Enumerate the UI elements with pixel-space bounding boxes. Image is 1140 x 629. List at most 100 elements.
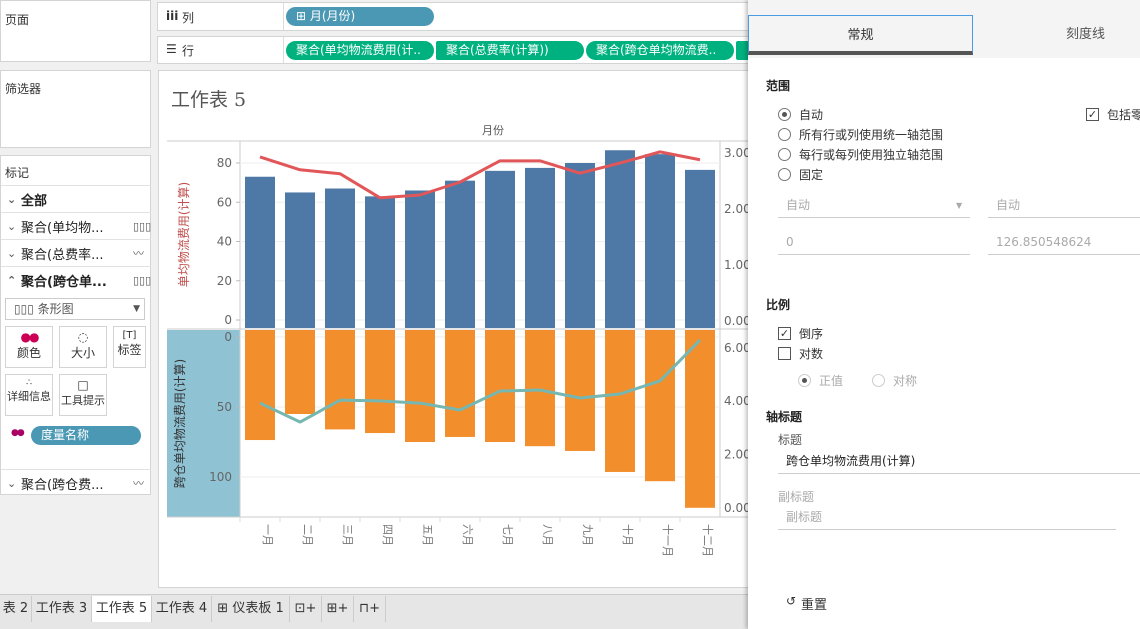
row-pill-avg-cost[interactable]: 聚合(单均物流费用(计.. (286, 41, 434, 60)
radio-icon (778, 168, 791, 181)
radio-label: 自动 (799, 108, 824, 122)
checkbox-label: 倒序 (799, 327, 824, 341)
filters-shelf[interactable]: 筛选器 (0, 70, 151, 148)
bar (525, 330, 555, 447)
marks-item-label: 聚合(总费率... (21, 247, 104, 263)
tab-general[interactable]: 常规 (748, 15, 973, 55)
pages-shelf[interactable]: 页面 (0, 0, 151, 62)
line-chart-icon: 〰 (133, 477, 144, 490)
range-independent-radio[interactable]: 每行或每列使用独立轴范围 (778, 146, 943, 163)
bar (445, 180, 475, 328)
bar (365, 330, 395, 434)
reset-button[interactable]: 重置 (801, 598, 828, 613)
left-tick-label: 0 (224, 313, 232, 327)
marks-item-all[interactable]: ⌄ 全部 (1, 185, 151, 212)
bar (525, 167, 555, 328)
tab-sheet-5[interactable]: 工作表 5 (92, 596, 152, 622)
bar-chart-icon: ▯▯▯ (14, 302, 38, 316)
new-worksheet-button[interactable]: ⊡+ (290, 596, 322, 622)
marks-title: 标记 (5, 166, 30, 180)
marks-item-cross-cost[interactable]: ⌃ 聚合(跨仓单... ▯▯▯ (1, 266, 151, 293)
marks-item-label: 聚合(跨仓费... (21, 477, 104, 493)
symmetric-radio[interactable]: 对称 (872, 372, 917, 389)
new-story-button[interactable]: ⊓+ (354, 596, 386, 622)
label-button[interactable]: [T] 标签 (113, 326, 146, 368)
dropdown-arrow-icon: ▼ (133, 304, 140, 314)
include-zero-checkbox[interactable]: ✓ 包括零 (1086, 106, 1140, 123)
subtitle-label: 副标题 (778, 490, 815, 504)
row-pill-total-rate[interactable]: 聚合(总费率(计算)) (436, 41, 584, 60)
axis-title-section-title: 轴标题 (766, 410, 803, 424)
range-end-select[interactable]: 自动 (988, 194, 1140, 218)
bar (685, 330, 715, 508)
rows-shelf[interactable]: ☰ 行 聚合(单均物流费用(计.. 聚合(总费率(计算)) 聚合(跨仓单均物流费… (157, 36, 757, 64)
detail-button[interactable]: ∴ 详细信息 (5, 374, 53, 416)
radio-label: 所有行或列使用统一轴范围 (799, 128, 944, 142)
bar (445, 330, 475, 437)
mark-type-select[interactable]: ▯▯▯ 条形图 ▼ (5, 298, 145, 320)
range-uniform-radio[interactable]: 所有行或列使用统一轴范围 (778, 126, 943, 143)
range-fixed-radio[interactable]: 固定 (778, 166, 823, 183)
tooltip-label: 工具提示 (61, 394, 105, 407)
size-label: 大小 (70, 346, 95, 360)
range-start-input[interactable]: 0 (778, 231, 970, 255)
new-dashboard-button[interactable]: ⊞+ (322, 596, 354, 622)
radio-icon (778, 128, 791, 141)
tab-tick-marks[interactable]: 刻度线 (1065, 27, 1105, 42)
checkbox-label: 对数 (799, 347, 824, 361)
right-tick-label: 0.00 (724, 501, 748, 515)
chevron-down-icon: ⌄ (7, 476, 17, 490)
dropdown-arrow-icon: ▼ (956, 201, 963, 210)
detail-label: 详细信息 (7, 390, 51, 403)
axis-subtitle-input[interactable]: 副标题 (778, 506, 1116, 530)
color-legend-icon: ●● (11, 428, 25, 438)
log-checkbox[interactable]: 对数 (778, 345, 823, 362)
reversed-checkbox[interactable]: ✓ 倒序 (778, 325, 823, 342)
range-end-input[interactable]: 126.850548624 (988, 231, 1140, 255)
bar (485, 330, 515, 442)
checkbox-checked-icon: ✓ (778, 327, 791, 340)
marks-item-avg-cost[interactable]: ⌄ 聚合(单均物... ▯▯▯ (1, 212, 151, 239)
size-icon: ◌ (77, 330, 89, 344)
size-button[interactable]: ◌ 大小 (59, 326, 107, 368)
tab-dashboard-1[interactable]: ⊞ 仪表板 1 (212, 596, 290, 622)
marks-item-cross-rate[interactable]: ⌄ 聚合(跨仓费... 〰 (1, 469, 151, 496)
y-axis-title: 跨仓单均物流费用(计算) (172, 359, 187, 488)
radio-label: 正值 (819, 374, 844, 388)
columns-shelf[interactable]: iii 列 ⊞ 月(月份) (157, 2, 757, 31)
bar (365, 196, 395, 328)
color-icon: ●● (20, 330, 40, 344)
color-label: 颜色 (16, 346, 41, 360)
marks-item-total-rate[interactable]: ⌄ 聚合(总费率... 〰 (1, 239, 151, 266)
bar (325, 188, 355, 328)
bar-chart-icon: ▯▯▯ (133, 219, 152, 233)
bar (245, 330, 275, 441)
columns-label: 列 (182, 11, 195, 25)
marks-card: 标记 ⌄ 全部 ⌄ 聚合(单均物... ▯▯▯ ⌄ 聚合(总费率... 〰 ⌃ 聚合(跨仓单… (0, 155, 151, 495)
columns-icon: iii (166, 9, 179, 23)
row-pill-cross-cost[interactable]: 聚合(跨仓单均物流费.. (586, 41, 734, 60)
left-tick-label: 80 (217, 156, 232, 170)
range-auto-radio[interactable]: 自动 (778, 106, 823, 123)
bar (565, 163, 595, 328)
marks-item-label: 聚合(单均物... (21, 220, 104, 236)
chevron-down-icon: ⌄ (7, 246, 17, 260)
tooltip-icon: □ (77, 378, 89, 392)
tab-sheet-2[interactable]: 表 2 (0, 596, 32, 622)
axis-title-input[interactable]: 跨仓单均物流费用(计算) (778, 450, 1140, 474)
measure-names-pill[interactable]: 度量名称 (31, 426, 141, 445)
color-button[interactable]: ●● 颜色 (5, 326, 53, 368)
tab-label: 仪表板 1 (232, 601, 284, 616)
range-start-select[interactable]: 自动 (778, 194, 970, 218)
tab-sheet-4[interactable]: 工作表 4 (152, 596, 212, 622)
left-tick-label: 0 (224, 330, 232, 344)
shelf-divider (283, 37, 284, 63)
month-pill[interactable]: ⊞ 月(月份) (286, 7, 434, 26)
tooltip-button[interactable]: □ 工具提示 (59, 374, 107, 416)
chevron-up-icon: ⌃ (7, 273, 17, 287)
dashboard-icon: ⊞ (217, 601, 233, 616)
radio-label: 固定 (799, 168, 824, 182)
tab-sheet-3[interactable]: 工作表 3 (32, 596, 92, 622)
bar (405, 190, 435, 328)
positive-radio[interactable]: 正值 (798, 372, 843, 389)
